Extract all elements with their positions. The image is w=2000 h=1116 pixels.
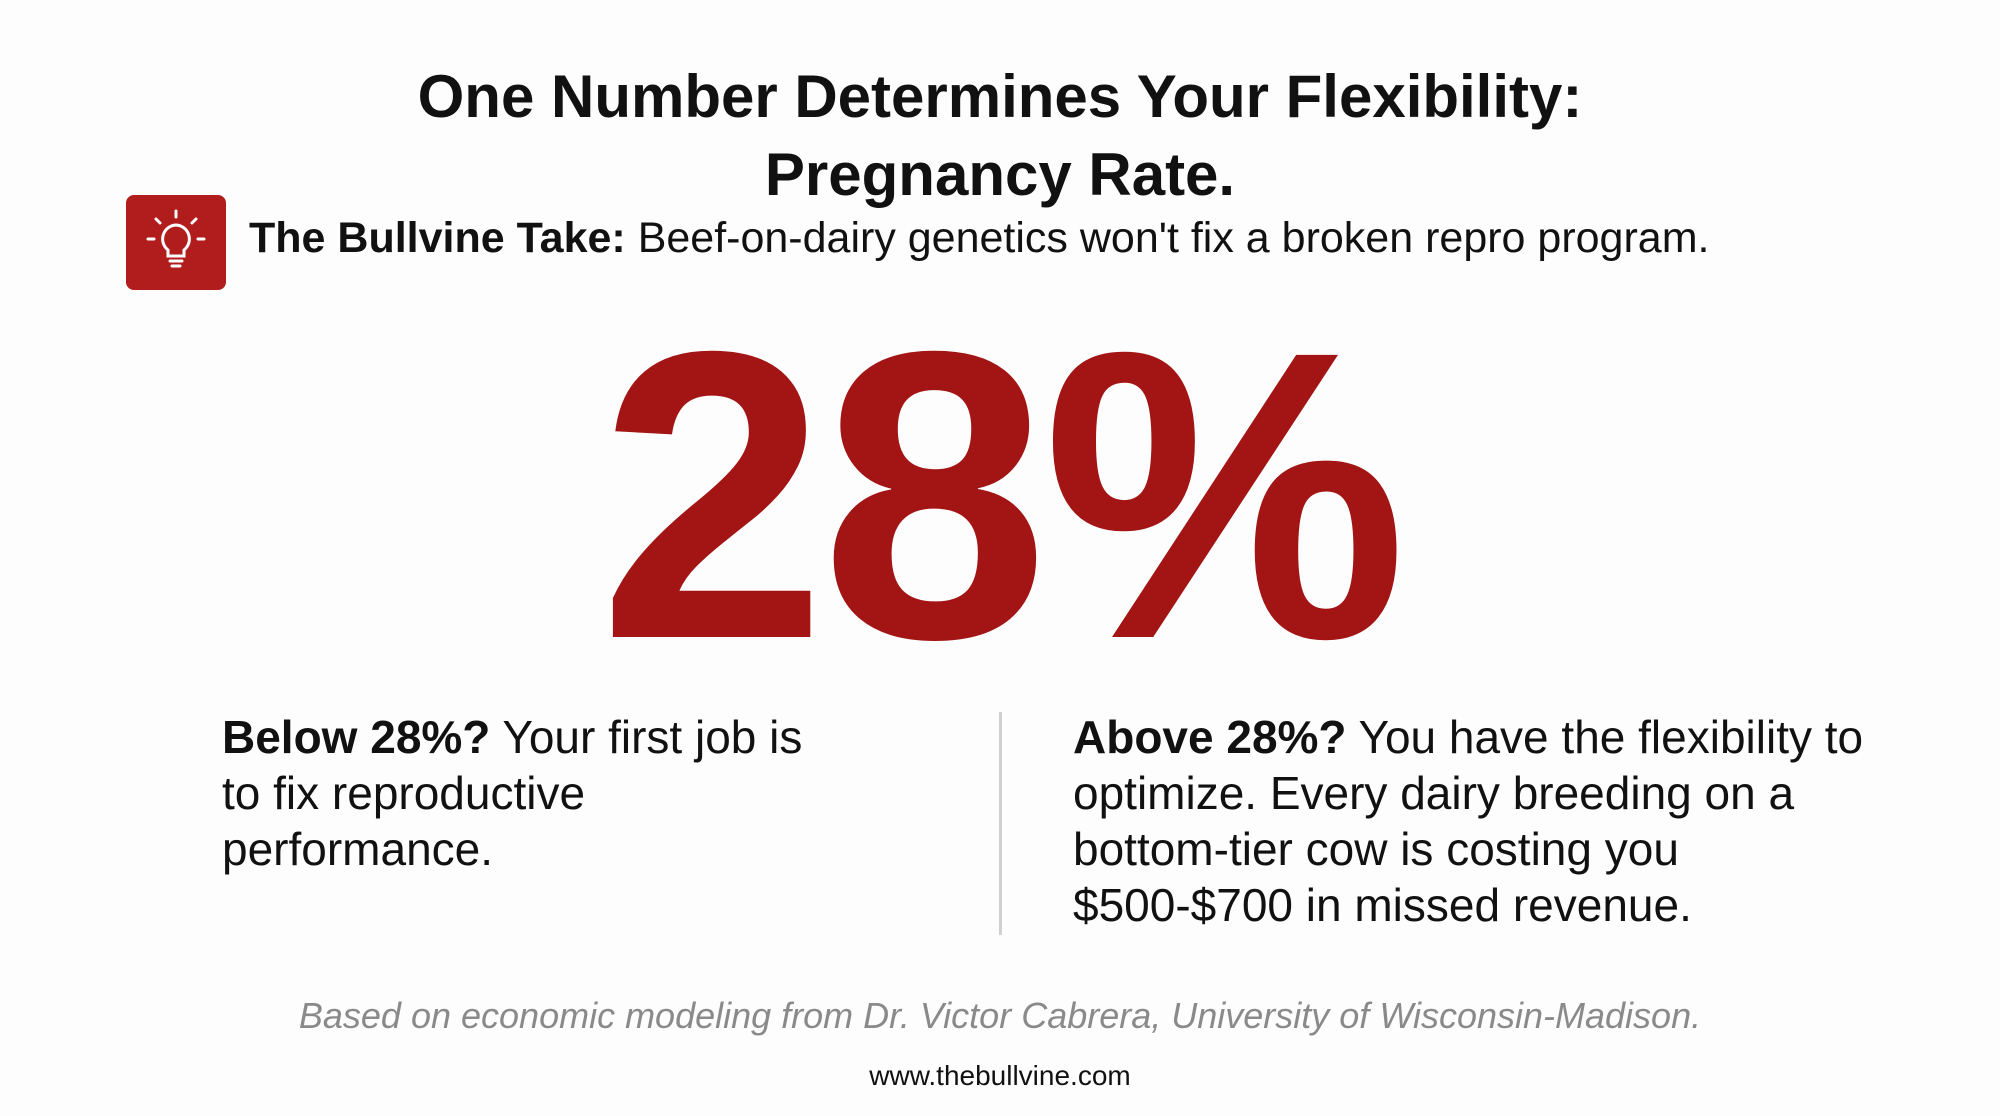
lightbulb-icon [126,195,226,290]
title: Pregnancy Rate. [764,141,1236,208]
column-text: You have the flexibility to optimize. Ev… [1073,711,1864,931]
source-note: Based on economic modeling from Dr. Vict… [298,995,1702,1036]
column-lead: Above 28%? [1073,711,1347,763]
take-label: The Bullvine Take: [249,214,626,262]
column-left: Below 28%? Your first job is to fix repr… [222,709,822,877]
title: One Number Determines Your Flexibility: [417,63,1583,130]
take-text: Beef-on-dairy genetics won't fix a broke… [637,214,1710,262]
column-text: Your first job is to fix reproductive pe… [222,711,803,875]
take: The Bullvine Take: Beef-on-dairy genetic… [249,214,1709,263]
column-lead: Below 28%? [222,711,491,763]
divider [999,712,1002,935]
column-right: Above 28%? You have the flexibility to o… [1073,709,1873,933]
url: www.thebullvine.com [869,1060,1131,1091]
big-stat: 28% [598,266,1408,724]
